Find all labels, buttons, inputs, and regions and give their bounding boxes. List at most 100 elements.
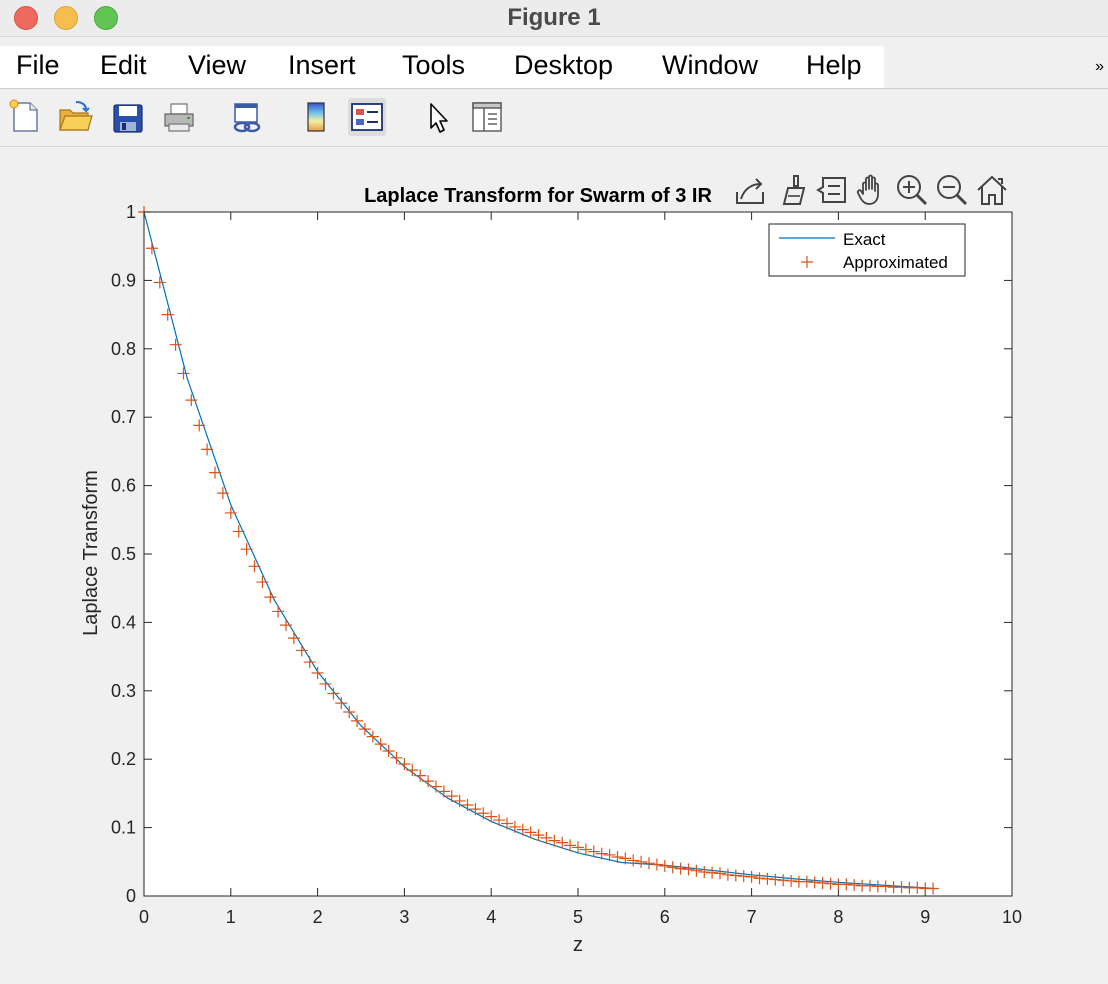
series-approximated-point: [714, 867, 727, 880]
series-approximated-point: [500, 817, 513, 830]
series-approximated-point: [445, 790, 458, 803]
series-approximated-point: [295, 644, 308, 657]
y-tick-label: 0.4: [111, 612, 136, 632]
series-approximated-point: [848, 879, 861, 892]
legend-approximated-swatch: [801, 256, 813, 268]
menu-window[interactable]: Window: [662, 50, 759, 80]
series-approximated-point: [611, 851, 624, 864]
menu-edit[interactable]: Edit: [100, 50, 147, 80]
series-approximated-point: [280, 619, 293, 632]
y-tick-label: 0.2: [111, 749, 136, 769]
series-approximated-point: [209, 466, 222, 479]
series-approximated-point: [248, 560, 261, 573]
y-tick-label: 0.1: [111, 818, 136, 838]
series-approximated-point: [264, 591, 277, 604]
series-approximated-point: [335, 697, 348, 710]
series-approximated-point: [414, 769, 427, 782]
menu-help[interactable]: Help: [806, 50, 862, 80]
series-approximated-point: [240, 543, 253, 556]
series-approximated-point: [485, 810, 498, 823]
legend-approximated-label: Approximated: [843, 253, 948, 272]
series-approximated-point: [232, 525, 245, 538]
print-icon[interactable]: [160, 98, 198, 136]
series-approximated-point: [587, 845, 600, 858]
series-approximated-point: [879, 880, 892, 893]
series-approximated-point: [603, 848, 616, 861]
x-tick-label: 1: [226, 907, 236, 927]
save-disk-icon[interactable]: [108, 98, 146, 136]
series-approximated-point: [201, 443, 214, 456]
zoom-in-icon[interactable]: [894, 172, 930, 208]
series-approximated-point: [429, 780, 442, 793]
menu-file[interactable]: File: [16, 50, 60, 80]
series-approximated-point: [895, 881, 908, 894]
series-approximated-point: [927, 882, 940, 895]
series-approximated-point: [193, 419, 206, 432]
series-approximated-point: [161, 308, 174, 321]
legend-box[interactable]: [768, 223, 966, 277]
series-approximated-point: [508, 820, 521, 833]
series-approximated-point: [153, 276, 166, 289]
series-approximated-point: [863, 879, 876, 892]
series-approximated-point: [351, 714, 364, 727]
series-approximated-point: [469, 803, 482, 816]
series-approximated-point: [911, 881, 924, 894]
series-approximated-point: [777, 874, 790, 887]
menu-view[interactable]: View: [188, 50, 247, 80]
series-approximated-point: [564, 839, 577, 852]
series-approximated-point: [643, 857, 656, 870]
series-approximated-point: [706, 866, 719, 879]
series-approximated-point: [185, 394, 198, 407]
series-approximated-point: [595, 847, 608, 860]
y-tick-label: 0.7: [111, 407, 136, 427]
open-folder-icon[interactable]: [56, 98, 94, 136]
link-plot-icon[interactable]: [228, 98, 266, 136]
series-approximated-point: [635, 855, 648, 868]
data-tips-icon[interactable]: [814, 172, 850, 208]
series-approximated-point: [311, 667, 324, 680]
series-approximated-point: [824, 877, 837, 890]
series-approximated-point: [406, 764, 419, 777]
menu-insert[interactable]: Insert: [288, 50, 356, 80]
series-approximated-point: [745, 870, 758, 883]
menu-tools[interactable]: Tools: [402, 50, 466, 80]
export-icon[interactable]: [732, 172, 768, 208]
close-window-button[interactable]: [14, 6, 38, 30]
series-approximated-point: [366, 730, 379, 743]
axes-toolbar: [732, 172, 1012, 208]
property-inspector-icon[interactable]: [468, 98, 506, 136]
x-tick-label: 6: [660, 907, 670, 927]
pan-hand-icon[interactable]: [854, 172, 890, 208]
series-approximated-point: [690, 864, 703, 877]
axes-background[interactable]: [144, 212, 1012, 896]
series-approximated-point: [382, 744, 395, 757]
series-approximated-point: [461, 799, 474, 812]
series-approximated-point: [524, 826, 537, 839]
series-approximated-point: [327, 687, 340, 700]
series-approximated-point: [303, 656, 316, 669]
series-approximated-point: [674, 862, 687, 875]
x-tick-label: 2: [313, 907, 323, 927]
series-approximated-point: [816, 877, 829, 890]
menu-overflow-chevron-icon[interactable]: »: [1095, 58, 1104, 75]
zoom-out-icon[interactable]: [934, 172, 970, 208]
menu-desktop[interactable]: Desktop: [514, 50, 614, 80]
series-approximated-point: [682, 863, 695, 876]
new-figure-icon[interactable]: [6, 98, 44, 136]
insert-legend-icon[interactable]: [348, 98, 386, 136]
series-approximated-point: [556, 836, 569, 849]
y-tick-label: 0.9: [111, 270, 136, 290]
menu-bar: File Edit View Insert Tools Desktop Wind…: [0, 46, 1108, 89]
insert-colorbar-icon[interactable]: [298, 98, 336, 136]
minimize-window-button[interactable]: [54, 6, 78, 30]
menu-bar-empty-area: [884, 46, 1108, 88]
legend-exact-label: Exact: [843, 230, 886, 249]
edit-plot-arrow-icon[interactable]: [420, 98, 458, 136]
series-approximated-point: [493, 814, 506, 827]
brush-icon[interactable]: [774, 172, 810, 208]
home-restore-view-icon[interactable]: [974, 172, 1010, 208]
y-tick-label: 0.6: [111, 476, 136, 496]
maximize-window-button[interactable]: [94, 6, 118, 30]
